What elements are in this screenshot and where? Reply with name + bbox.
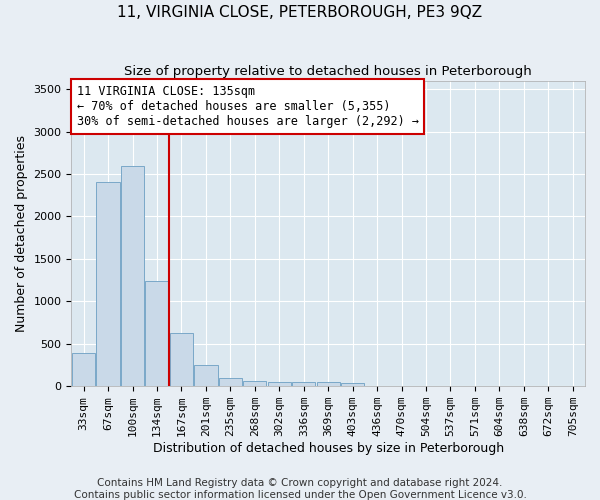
Bar bbox=[341, 383, 364, 386]
Bar bbox=[219, 378, 242, 386]
Bar bbox=[292, 382, 316, 386]
Title: Size of property relative to detached houses in Peterborough: Size of property relative to detached ho… bbox=[124, 65, 532, 78]
Bar bbox=[194, 365, 218, 386]
Y-axis label: Number of detached properties: Number of detached properties bbox=[15, 135, 28, 332]
Bar bbox=[243, 380, 266, 386]
Bar bbox=[145, 281, 169, 386]
Bar bbox=[72, 353, 95, 386]
Bar bbox=[121, 166, 144, 386]
Bar bbox=[317, 382, 340, 386]
Text: 11 VIRGINIA CLOSE: 135sqm
← 70% of detached houses are smaller (5,355)
30% of se: 11 VIRGINIA CLOSE: 135sqm ← 70% of detac… bbox=[77, 85, 419, 128]
Bar bbox=[268, 382, 291, 386]
Bar bbox=[170, 332, 193, 386]
Text: Contains HM Land Registry data © Crown copyright and database right 2024.
Contai: Contains HM Land Registry data © Crown c… bbox=[74, 478, 526, 500]
X-axis label: Distribution of detached houses by size in Peterborough: Distribution of detached houses by size … bbox=[152, 442, 504, 455]
Bar bbox=[97, 182, 120, 386]
Text: 11, VIRGINIA CLOSE, PETERBOROUGH, PE3 9QZ: 11, VIRGINIA CLOSE, PETERBOROUGH, PE3 9Q… bbox=[118, 5, 482, 20]
